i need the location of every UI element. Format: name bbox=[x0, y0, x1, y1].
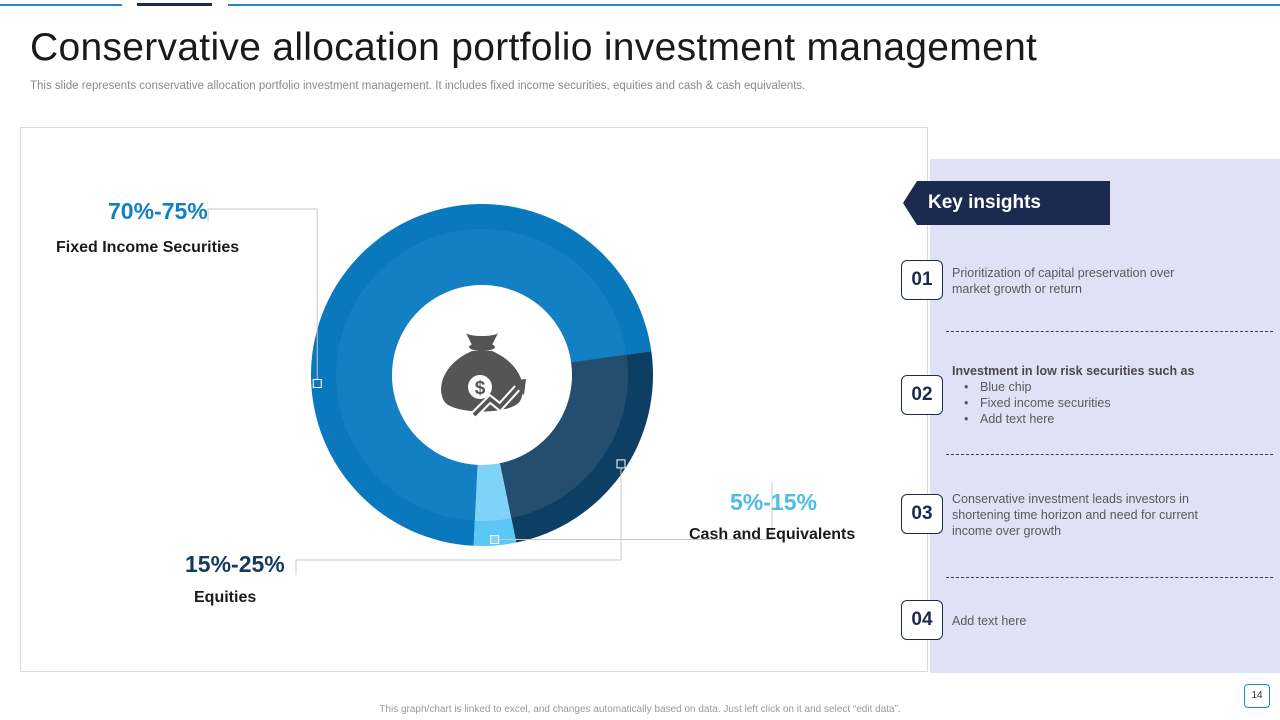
insight-text-04: Add text here bbox=[952, 614, 1027, 628]
donut-slices[interactable] bbox=[310, 204, 653, 546]
footer-note: This graph/chart is linked to excel, and… bbox=[379, 704, 901, 715]
key-insights-heading: Key insights bbox=[928, 192, 1041, 213]
insight-text-02: Investment in low risk securities such a… bbox=[952, 363, 1252, 427]
page-title: Conservative allocation portfolio invest… bbox=[30, 26, 1038, 69]
fixed-income-category-label: Fixed Income Securities bbox=[56, 239, 240, 256]
page-number: 14 bbox=[1244, 684, 1270, 708]
insight-number-04: 04 bbox=[901, 600, 943, 640]
cash-leader-marker bbox=[490, 535, 500, 545]
insight-divider bbox=[946, 331, 1273, 332]
top-rule-accent bbox=[137, 3, 212, 6]
insight-02-bullet-list: Blue chip Fixed income securities Add te… bbox=[952, 379, 1252, 427]
fixed-income-leader-line bbox=[207, 208, 318, 384]
fixed-income-slice-inner[interactable] bbox=[335, 228, 627, 521]
insight-02-bullet: Blue chip bbox=[964, 379, 1252, 395]
equities-category-label: Equities bbox=[194, 589, 257, 606]
equities-leader-marker bbox=[616, 459, 626, 469]
insight-02-bullet: Fixed income securities bbox=[964, 395, 1252, 411]
equities-leader-line bbox=[295, 463, 622, 575]
insight-number-02: 02 bbox=[901, 375, 943, 415]
insight-text-01: Prioritization of capital preservation o… bbox=[952, 266, 1175, 296]
key-insights-banner bbox=[903, 181, 1110, 225]
insight-02-bullet: Add text here bbox=[964, 411, 1252, 427]
insight-divider bbox=[946, 454, 1273, 455]
fixed-income-leader-marker bbox=[312, 379, 322, 389]
cash-percent-label: 5%-15% bbox=[730, 489, 817, 515]
insight-number-01: 01 bbox=[901, 260, 943, 300]
leader-lines bbox=[207, 208, 773, 575]
page-subtitle: This slide represents conservative alloc… bbox=[30, 80, 806, 92]
cash-slice-inner[interactable] bbox=[474, 463, 512, 521]
insight-number-03: 03 bbox=[901, 494, 943, 534]
donut-chart[interactable]: $ bbox=[0, 0, 930, 680]
equities-slice-inner[interactable] bbox=[500, 354, 628, 519]
cash-category-label: Cash and Equivalents bbox=[689, 526, 856, 543]
top-rule-right bbox=[228, 4, 1280, 6]
money-bag-growth-icon: $ bbox=[441, 333, 526, 418]
insight-divider bbox=[946, 577, 1273, 578]
fixed-income-percent-label: 70%-75% bbox=[108, 198, 208, 224]
svg-text:$: $ bbox=[475, 378, 486, 399]
cash-leader-line bbox=[494, 482, 773, 541]
equities-percent-label: 15%-25% bbox=[185, 551, 285, 577]
insight-02-heading: Investment in low risk securities such a… bbox=[952, 364, 1195, 378]
insight-text-03: Conservative investment leads investors … bbox=[952, 492, 1198, 538]
top-rule-left bbox=[0, 4, 122, 6]
